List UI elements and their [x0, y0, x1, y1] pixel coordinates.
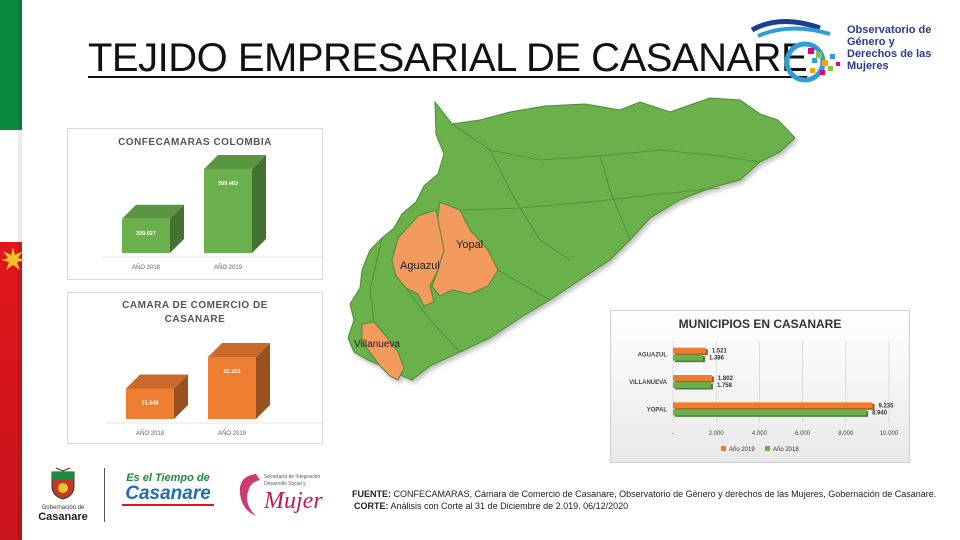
- cut-label: CORTE:: [354, 501, 389, 511]
- bar-value-label: 1.521: [712, 349, 728, 355]
- casanare-map: Yopal Aguazul Villanueva: [347, 97, 796, 381]
- bar-side: [256, 343, 270, 419]
- municipios-chart-panel: MUNICIPIOS EN CASANARE - 2.000 4.000 6.000 8…: [610, 310, 910, 463]
- category-label: AÑO 2019: [218, 430, 247, 437]
- bar-value-label: 9.235: [878, 403, 894, 409]
- bar-value-label: 21.548: [142, 401, 159, 407]
- bar: [673, 347, 706, 354]
- tiempo-label: Es el Tiempo de: [126, 472, 210, 484]
- bar-value-label: 309.463: [218, 181, 238, 187]
- confecamaras-chart: 309.027 AÑO 2018 309.463 AÑO 2019: [102, 155, 322, 271]
- bar: [673, 382, 711, 388]
- woman-profile-icon: [239, 474, 260, 516]
- tiempo-casanare-logo: Es el Tiempo de Casanare: [116, 472, 220, 522]
- observatorio-logo-icon: [750, 18, 840, 83]
- gobernacion-logo: Gobernación de Casanare: [30, 466, 96, 526]
- legend-label: Año 2019: [729, 447, 755, 453]
- gobernacion-label: Gobernación de: [41, 505, 85, 511]
- municipios-chart: -2.000 4.000 6.000 8.000 10.000AGUAZUL1.5211…: [629, 341, 899, 453]
- bar-top: [126, 374, 188, 389]
- bar: [673, 409, 867, 416]
- observatorio-logo: Observatorio de Género y Derechos de las…: [750, 18, 950, 88]
- logo-line: Derechos de las: [847, 48, 932, 60]
- bar-top: [208, 343, 270, 357]
- map-label-villanueva: Villanueva: [354, 339, 400, 350]
- bar-side: [174, 374, 188, 419]
- category-label: VILLANUEVA: [629, 380, 668, 386]
- chart-title: MUNICIPIOS EN CASANARE: [678, 317, 842, 331]
- coat-of-arms-icon: [51, 467, 75, 500]
- logo-line: Género y: [847, 36, 895, 48]
- bar-top: [204, 155, 266, 169]
- chart-title: CONFECAMARAS COLOMBIA: [118, 137, 272, 148]
- bar: [208, 357, 256, 419]
- bar: [204, 169, 252, 253]
- x-tick-label: 6.000: [795, 431, 811, 437]
- bar: [122, 218, 170, 253]
- tiempo-casanare: Casanare: [125, 483, 211, 504]
- map-department-shape: [347, 97, 796, 381]
- map-aguazul-shape: [391, 209, 445, 307]
- x-tick-label: 4.000: [752, 431, 768, 437]
- category-label: AÑO 2018: [136, 430, 165, 437]
- bar-value-label: 309.027: [136, 231, 156, 237]
- camara-chart-panel: CAMARA DE COMERCIO DE CASANARE 21.548 AÑO…: [67, 292, 323, 444]
- category-label: AÑO 2019: [214, 264, 243, 271]
- bar: [673, 354, 703, 361]
- bar-value-label: 22.153: [224, 369, 241, 375]
- gobernacion-name: Casanare: [38, 511, 88, 523]
- bar: [673, 402, 873, 409]
- legend-label: Año 2018: [773, 447, 799, 453]
- category-label: YOPAL: [647, 407, 668, 413]
- bar-side: [252, 155, 266, 253]
- legend-swatch: [721, 446, 726, 451]
- category-label: AGUAZUL: [638, 353, 668, 359]
- logo-line: Mujeres: [847, 60, 889, 72]
- bar-top: [122, 204, 184, 219]
- camara-chart: 21.548 AÑO 2018 22.153 AÑO 2019: [106, 343, 322, 437]
- bar: [673, 375, 712, 381]
- bar-value-label: 8.940: [872, 410, 888, 416]
- footer-logos: Gobernación de Casanare Es el Tiempo de …: [30, 466, 340, 526]
- x-tick-label: -: [672, 431, 674, 437]
- bar-side: [170, 204, 184, 253]
- secretaria-mujer: Mujer: [264, 488, 323, 514]
- confecamaras-chart-panel: CONFECAMARAS COLOMBIA 309.027 AÑO 2018 309…: [67, 128, 323, 280]
- x-tick-label: 10.000: [880, 431, 899, 437]
- map-label-yopal: Yopal: [456, 239, 483, 251]
- legend-swatch: [765, 446, 770, 451]
- bar-value-label: 1.386: [709, 356, 725, 362]
- bar-value-label: 1.802: [718, 376, 734, 382]
- map-label-aguazul: Aguazul: [400, 260, 440, 272]
- x-tick-label: 2.000: [709, 431, 725, 437]
- source-label: FUENTE:: [352, 489, 391, 499]
- bar-value-label: 1.758: [717, 383, 733, 389]
- category-label: AÑO 2018: [132, 264, 161, 271]
- cut-text: Análisis con Corte al 31 de Diciembre de…: [390, 501, 629, 511]
- map-villanueva-shape: [361, 321, 405, 381]
- sun-icon: [1, 247, 25, 270]
- logo-line: Observatorio de: [847, 24, 932, 36]
- chart-title: CAMARA DE COMERCIO DE CASANARE: [122, 300, 268, 325]
- source-text: CONFECAMARAS, Cámara de Comercio de Casa…: [393, 489, 937, 499]
- source-note: FUENTE: CONFECAMARAS, Cámara de Comercio…: [352, 488, 936, 512]
- bar: [126, 388, 174, 419]
- secretaria-mujer-logo: Secretaría de Integración Desarrollo Soc…: [234, 470, 334, 524]
- flag-stripe: [0, 0, 25, 540]
- secretaria-line: Desarrollo Social y: [264, 481, 306, 487]
- x-tick-label: 8.000: [838, 431, 854, 437]
- page-title: TEJIDO EMPRESARIAL DE CASANARE: [88, 36, 808, 80]
- secretaria-line: Secretaría de Integración: [264, 474, 321, 480]
